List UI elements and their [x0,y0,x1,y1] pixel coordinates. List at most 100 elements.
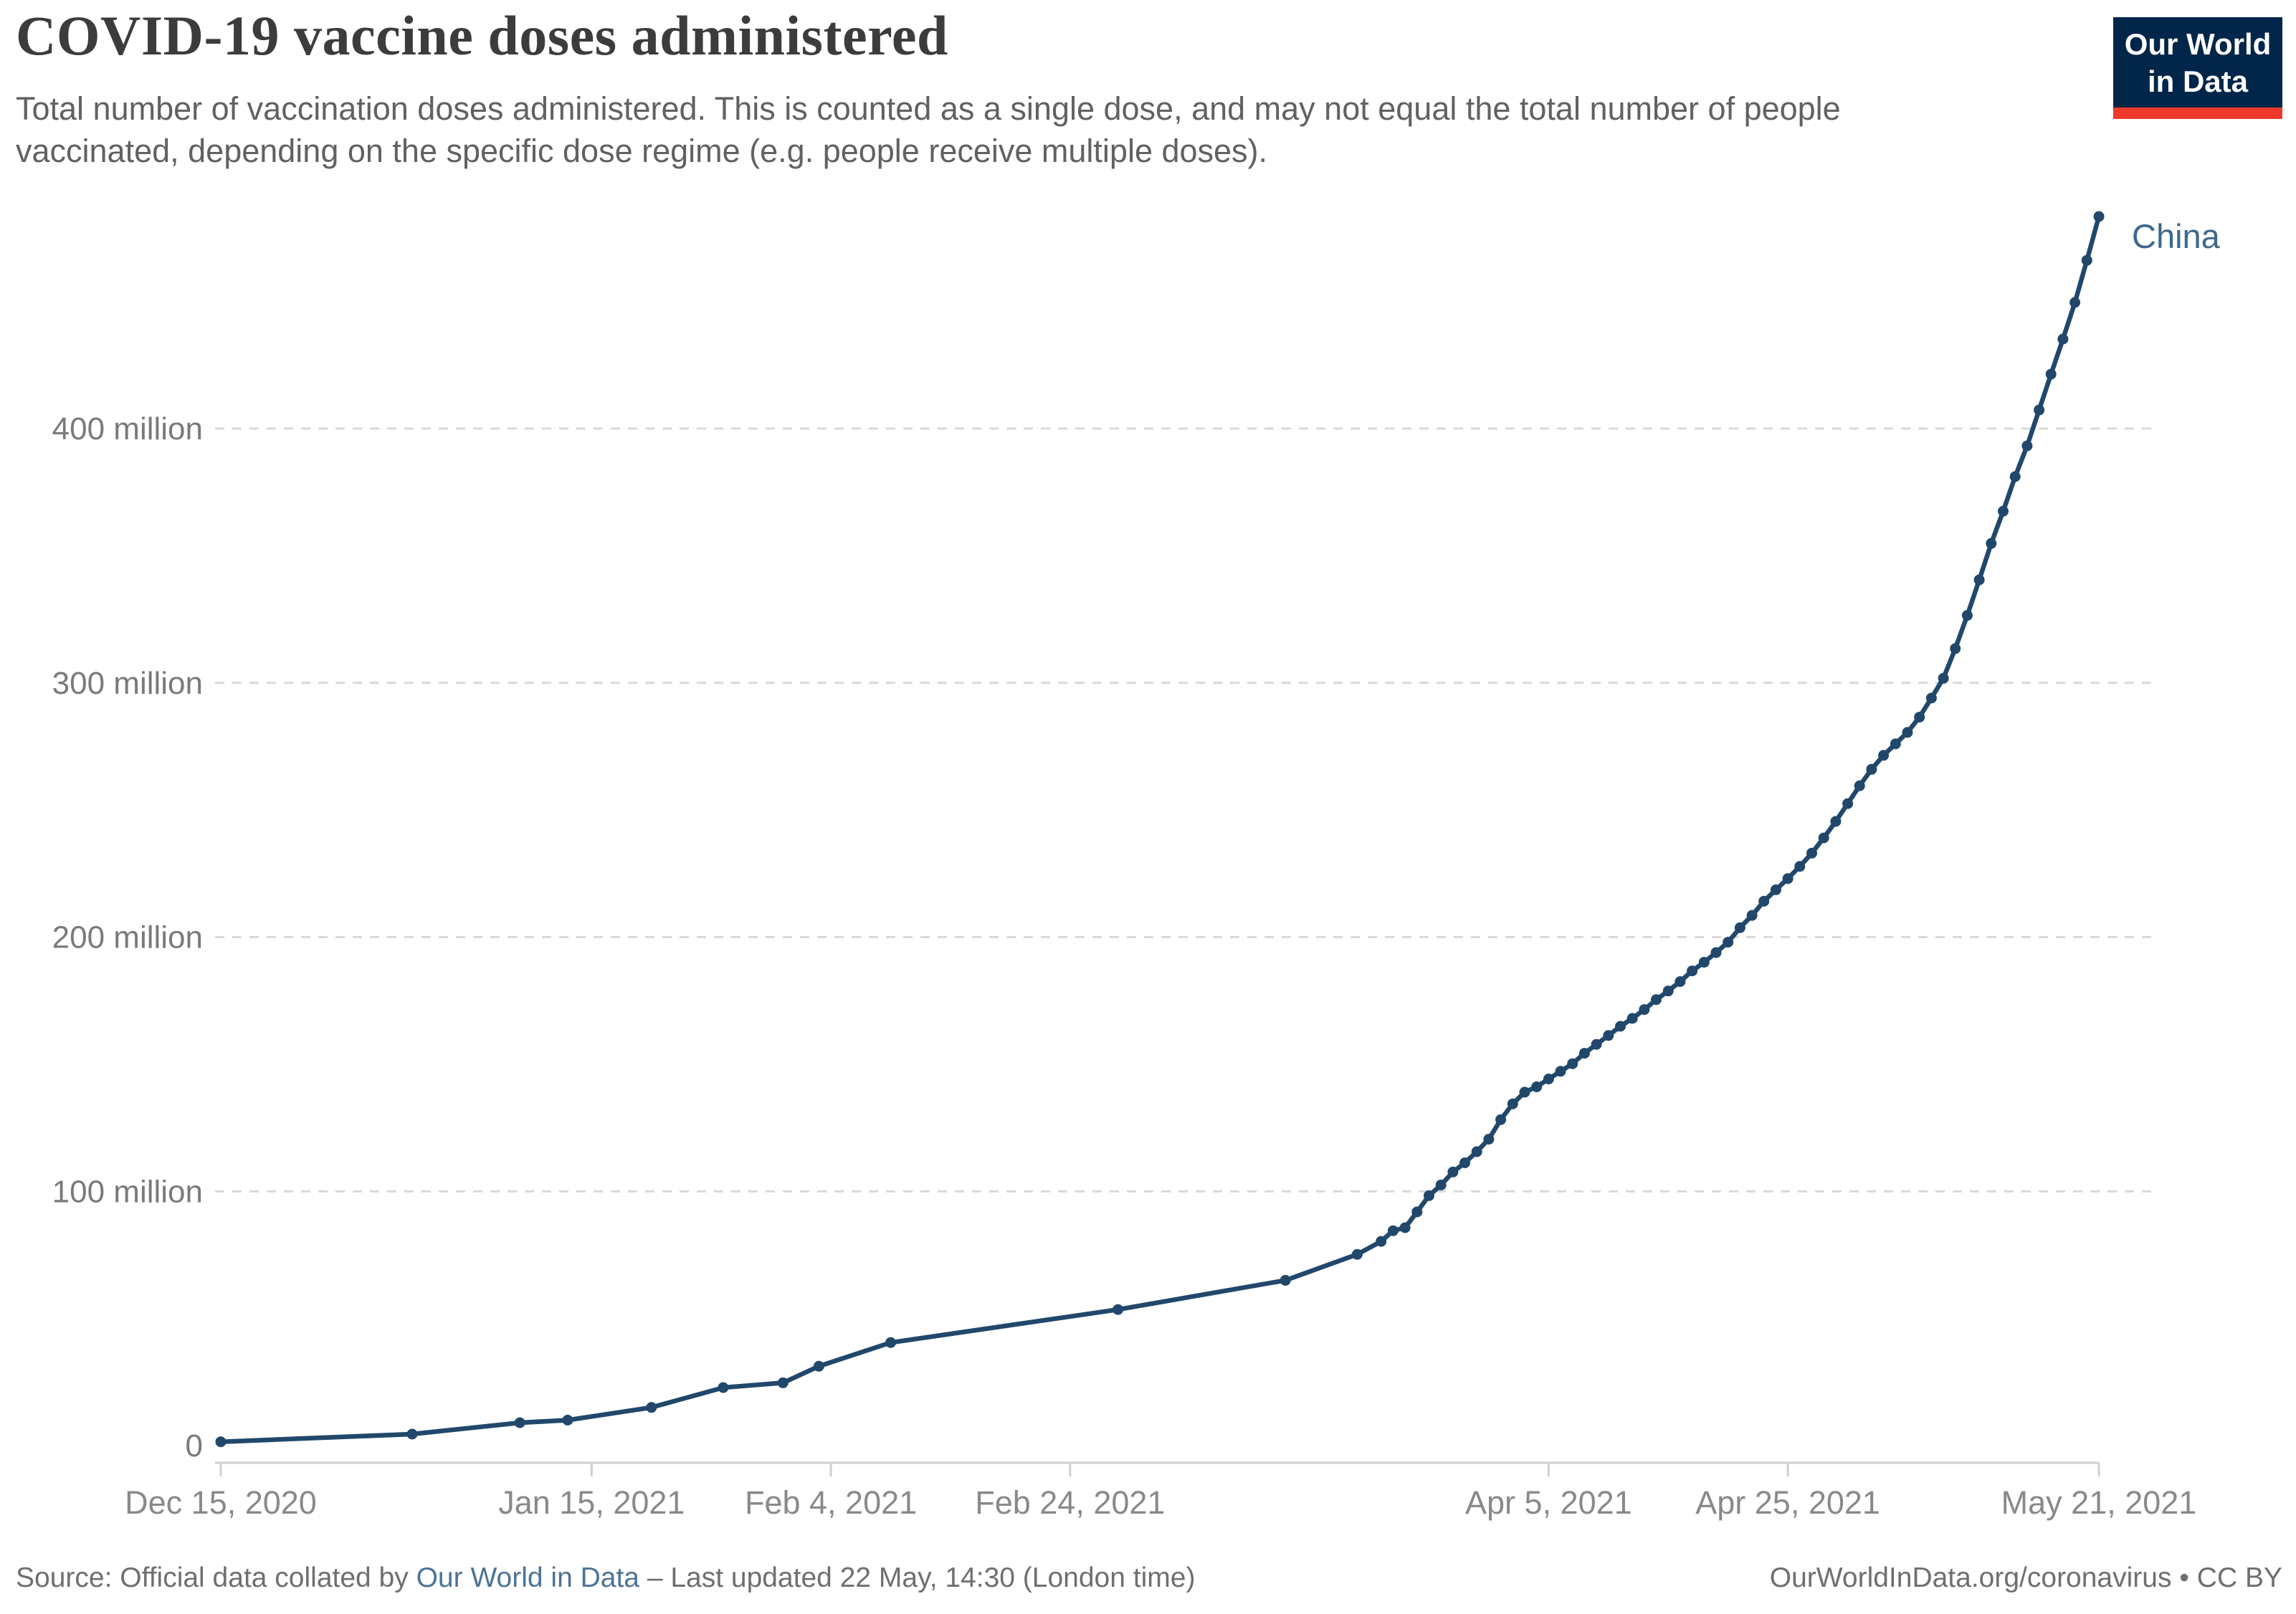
y-tick-label: 300 million [52,666,203,701]
chart-subtitle: Total number of vaccination doses admini… [16,87,2073,172]
license-link[interactable]: CC BY [2196,1562,2282,1593]
data-point[interactable]: Apr 4, 2021: 141.1 million [1531,1081,1543,1092]
data-point[interactable]: May 13, 2021: 367.5 million [1998,505,2009,517]
data-point[interactable]: May 3, 2021: 271.5 million [1878,750,1890,761]
data-point[interactable]: Apr 26, 2021: 227.8 million [1794,861,1806,872]
data-point[interactable]: Apr 18, 2021: 190.1 million [1698,957,1710,968]
data-point[interactable]: Apr 28, 2021: 239 million [1818,832,1829,844]
data-point[interactable]: Mar 22, 2021: 80.3 million [1376,1236,1387,1247]
data-point[interactable]: Apr 24, 2021: 218.6 million [1770,884,1781,895]
data-point[interactable]: May 9, 2021: 313.5 million [1950,643,1961,654]
data-point[interactable]: Apr 9, 2021: 157.8 million [1591,1038,1602,1050]
data-point[interactable]: Mar 31, 2021: 120.5 million [1483,1134,1495,1145]
x-tick-label: Apr 25, 2021 [1695,1484,1880,1521]
x-tick-label: Dec 15, 2020 [125,1484,317,1521]
data-point[interactable]: Apr 30, 2021: 252.5 million [1842,798,1854,809]
y-tick-label: 100 million [52,1174,203,1209]
data-point[interactable]: May 2, 2021: 266 million [1866,763,1877,775]
data-point[interactable]: Apr 23, 2021: 214.1 million [1758,896,1770,907]
x-tick-label: Jan 15, 2021 [498,1484,685,1521]
data-point[interactable]: Apr 27, 2021: 233 million [1806,847,1817,859]
data-point[interactable]: Mar 28, 2021: 107.6 million [1447,1166,1459,1178]
data-point[interactable]: Apr 19, 2021: 193.9 million [1710,947,1722,958]
x-tick-label: Feb 4, 2021 [745,1484,917,1521]
data-point[interactable]: May 11, 2021: 340.5 million [1973,574,1985,586]
data-point[interactable]: Apr 25, 2021: 223 million [1782,873,1794,884]
subtitle-line-2: vaccinated, depending on the specific do… [16,133,1268,169]
license-note: OurWorldInData.org/coronavirus • CC BY [1769,1562,2282,1593]
data-point[interactable]: May 15, 2021: 393.2 million [2021,440,2033,452]
data-point[interactable]: Apr 13, 2021: 171.5 million [1639,1004,1650,1016]
data-point[interactable]: Apr 14, 2021: 175.4 million [1651,994,1662,1006]
data-point[interactable]: Mar 24, 2021: 85.7 million [1399,1222,1411,1233]
data-point[interactable]: Jan 9, 2021: 9 million [514,1417,525,1428]
chart-footer: Source: Official data collated by Our Wo… [16,1562,2282,1594]
data-point[interactable]: Apr 7, 2021: 150.2 million [1567,1058,1578,1069]
site-link[interactable]: OurWorldInData.org/coronavirus [1769,1562,2172,1593]
data-point[interactable]: Mar 14, 2021: 65 million [1280,1274,1291,1286]
data-point[interactable]: Apr 5, 2021: 144.2 million [1543,1074,1554,1084]
data-point[interactable]: Mar 30, 2021: 115.6 million [1471,1146,1482,1157]
data-point[interactable]: May 10, 2021: 326.5 million [1961,610,1973,621]
data-point[interactable]: Mar 26, 2021: 98.3 million [1424,1190,1434,1201]
data-point[interactable]: Feb 9, 2021: 40.5 million [885,1337,896,1348]
data-point[interactable]: Apr 3, 2021: 139 million [1519,1087,1530,1098]
data-point[interactable]: Apr 16, 2021: 182.5 million [1675,976,1686,988]
data-point[interactable]: Jan 20, 2021: 15 million [646,1402,657,1413]
x-tick-label: May 21, 2021 [2001,1484,2197,1521]
data-point[interactable]: Apr 1, 2021: 128.2 million [1495,1114,1507,1125]
y-tick-label: 400 million [52,411,203,447]
data-point[interactable]: May 6, 2021: 286.5 million [1914,712,1925,723]
series-label[interactable]: China [2132,217,2221,255]
data-point[interactable]: Apr 29, 2021: 245.5 million [1830,816,1842,827]
subtitle-line-1: Total number of vaccination doses admini… [16,90,1841,127]
data-point[interactable]: Apr 11, 2021: 164.9 million [1615,1021,1626,1032]
data-point[interactable]: May 5, 2021: 280.5 million [1902,727,1913,738]
data-point[interactable]: Feb 28, 2021: 53.5 million [1113,1304,1124,1315]
data-point[interactable]: Feb 3, 2021: 31.2 million [813,1360,824,1372]
data-point[interactable]: Apr 20, 2021: 198 million [1723,937,1734,948]
data-point[interactable]: Apr 17, 2021: 186.7 million [1687,965,1698,977]
data-point[interactable]: May 12, 2021: 354.8 million [1986,538,1997,549]
data-point[interactable]: Mar 25, 2021: 91.9 million [1411,1206,1423,1218]
owid-logo[interactable]: Our World in Data [2113,17,2282,119]
data-point[interactable]: May 7, 2021: 294 million [1925,692,1937,704]
data-point[interactable]: May 21, 2021: 483.4 million [2093,211,2105,222]
series-line[interactable] [218,214,2102,1444]
data-point[interactable]: May 4, 2021: 276 million [1890,738,1901,750]
data-point[interactable]: May 19, 2021: 449.6 million [2069,297,2081,308]
data-point[interactable]: May 18, 2021: 435.2 million [2057,333,2069,345]
owid-logo-text: Our World in Data [2113,17,2282,108]
source-link[interactable]: Our World in Data [416,1562,639,1593]
data-point[interactable]: Apr 12, 2021: 168 million [1626,1013,1638,1024]
source-note: Source: Official data collated by Our Wo… [16,1562,1196,1593]
data-point[interactable]: May 14, 2021: 381.1 million [2009,471,2021,482]
data-point[interactable]: May 16, 2021: 407.3 million [2034,404,2045,416]
data-point[interactable]: May 17, 2021: 421.4 million [2045,368,2057,380]
data-point[interactable]: Mar 29, 2021: 111.2 million [1459,1157,1470,1168]
data-point[interactable]: Mar 20, 2021: 75.2 million [1351,1248,1363,1260]
data-point[interactable]: May 8, 2021: 301.8 million [1938,672,1949,684]
data-point[interactable]: Dec 31, 2020: 4.5 million [406,1428,418,1440]
y-tick-label: 0 [186,1428,203,1463]
data-point[interactable]: Apr 8, 2021: 154.3 million [1578,1048,1590,1059]
page-title: COVID-19 vaccine doses administered [16,4,948,67]
data-point[interactable]: Dec 15, 2020: 1.5 million [215,1436,227,1448]
data-point[interactable]: Apr 10, 2021: 161.3 million [1603,1030,1614,1041]
data-point[interactable]: Jan 13, 2021: 10 million [562,1415,573,1426]
data-point[interactable]: Apr 2, 2021: 134.4 million [1507,1098,1518,1109]
data-point[interactable]: Mar 23, 2021: 84.5 million [1387,1225,1399,1236]
data-point[interactable]: Jan 26, 2021: 22.8 million [718,1382,729,1393]
y-tick-label: 200 million [52,920,203,955]
data-point[interactable]: May 1, 2021: 259.5 million [1854,780,1865,791]
data-point[interactable]: Apr 21, 2021: 203.7 million [1734,922,1745,933]
data-point[interactable]: Mar 27, 2021: 102.5 million [1435,1179,1447,1190]
data-point[interactable]: May 20, 2021: 466.2 million [2081,254,2092,266]
data-point[interactable]: Apr 15, 2021: 178.8 million [1662,985,1674,997]
data-point[interactable]: Apr 22, 2021: 208.5 million [1746,909,1758,921]
owid-logo-red-bar [2113,108,2282,119]
data-point[interactable]: Apr 6, 2021: 147.2 million [1555,1066,1566,1077]
data-point[interactable]: Jan 31, 2021: 24.7 million [777,1377,789,1388]
